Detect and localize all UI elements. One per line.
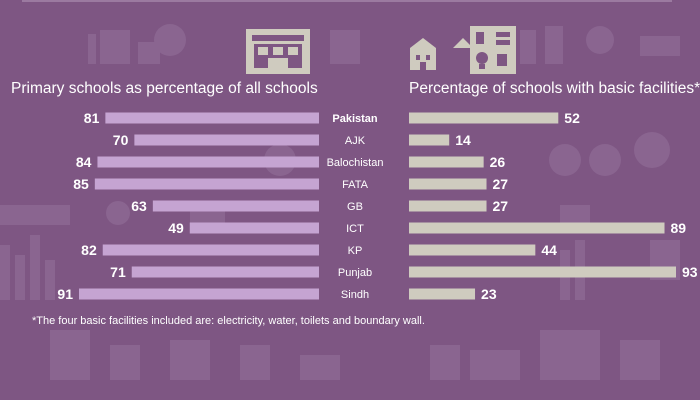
right-bar xyxy=(409,200,487,212)
left-bar xyxy=(152,200,319,212)
category-label: FATA xyxy=(342,179,369,191)
left-bar-value: 71 xyxy=(110,264,126,280)
top-divider xyxy=(22,0,672,2)
left-bar xyxy=(97,156,319,168)
left-bar xyxy=(94,178,319,190)
left-bar xyxy=(102,244,319,256)
right-bar-value: 23 xyxy=(481,286,497,302)
left-bar xyxy=(105,112,319,124)
category-label: Punjab xyxy=(338,267,372,279)
left-bar xyxy=(79,288,319,300)
left-bar xyxy=(131,266,319,278)
left-bar-value: 82 xyxy=(81,242,97,258)
school-building-icon xyxy=(246,29,310,74)
left-bar xyxy=(189,222,319,234)
right-bar xyxy=(409,178,487,190)
left-bar-value: 85 xyxy=(73,176,89,192)
left-bar-value: 91 xyxy=(57,286,73,302)
right-bar xyxy=(409,156,484,168)
left-bar-value: 84 xyxy=(76,154,92,170)
category-label: KP xyxy=(348,245,363,257)
right-bar xyxy=(409,244,536,256)
right-bar-value: 44 xyxy=(541,242,557,258)
right-bar xyxy=(409,222,665,234)
footnote: *The four basic facilities included are:… xyxy=(32,315,425,327)
left-bar-value: 70 xyxy=(113,132,129,148)
category-label: GB xyxy=(347,201,363,213)
right-bar-value: 14 xyxy=(455,132,471,148)
category-label: Sindh xyxy=(341,289,369,301)
left-bar-value: 49 xyxy=(168,220,184,236)
right-bar-value: 27 xyxy=(493,176,509,192)
right-bar xyxy=(409,288,476,300)
left-bar xyxy=(134,134,319,146)
category-label: Pakistan xyxy=(332,113,378,125)
left-bar-value: 63 xyxy=(131,198,147,214)
right-bar-value: 93 xyxy=(682,264,698,280)
category-label: AJK xyxy=(345,135,366,147)
right-bar xyxy=(409,266,676,278)
category-label: ICT xyxy=(346,223,364,235)
school-facilities-icon xyxy=(410,26,516,74)
right-bar-value: 27 xyxy=(493,198,509,214)
left-bar-value: 81 xyxy=(84,110,100,126)
right-bar-value: 52 xyxy=(564,110,580,126)
right-bar xyxy=(409,112,559,124)
right-bar xyxy=(409,134,450,146)
right-bar-value: 26 xyxy=(490,154,506,170)
category-label: Balochistan xyxy=(327,157,384,169)
right-bar-value: 89 xyxy=(671,220,687,236)
right-chart-title: Percentage of schools with basic facilit… xyxy=(409,80,700,97)
left-chart-title: Primary schools as percentage of all sch… xyxy=(11,80,318,97)
